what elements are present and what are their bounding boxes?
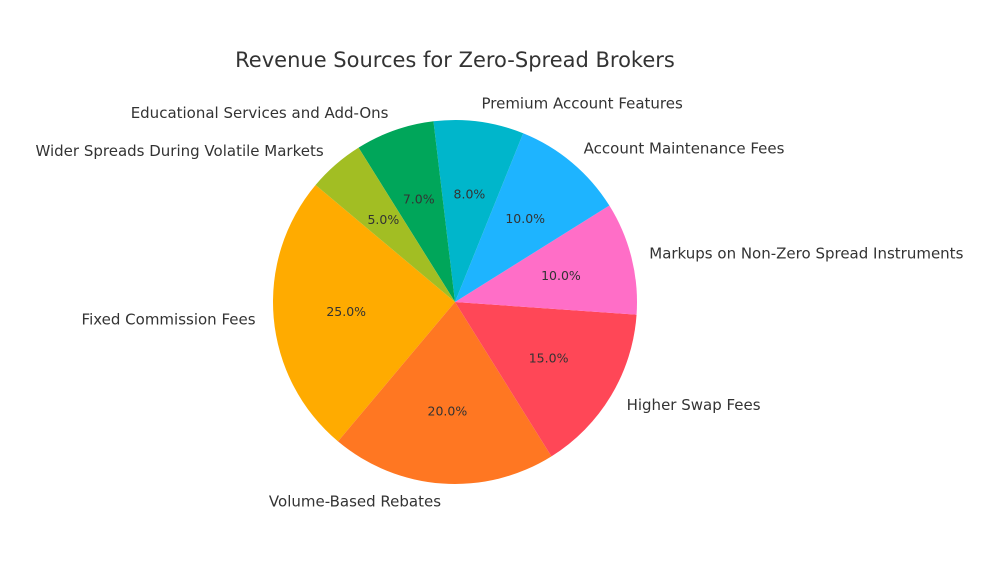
slice-percent-label: 10.0% [505,211,545,226]
slice-category-label: Educational Services and Add-Ons [131,104,389,122]
pie-slice [455,205,637,315]
slice-category-label: Higher Swap Fees [627,396,761,414]
slice-category-label: Wider Spreads During Volatile Markets [35,142,323,160]
slice-category-label: Fixed Commission Fees [82,310,256,328]
category-labels: Fixed Commission Fees Volume-Based Rebate… [35,95,963,511]
percent-labels: 25.0% 20.0% 15.0% 10.0% 10.0% 8.0% 7.0% 5.0% [326,186,581,418]
slice-percent-label: 15.0% [529,351,569,366]
slice-percent-label: 25.0% [326,304,366,319]
slice-percent-label: 10.0% [541,268,581,283]
slice-category-label: Volume-Based Rebates [269,493,441,511]
chart-title: Revenue Sources for Zero-Spread Brokers [235,48,675,72]
pie-slice [272,185,455,442]
pie-slice [315,147,455,302]
slice-percent-label: 7.0% [403,192,435,207]
pie-slices [272,120,637,484]
slice-percent-label: 5.0% [367,212,399,227]
slice-percent-label: 8.0% [454,186,486,201]
slice-percent-label: 20.0% [428,403,468,418]
pie-slice [338,302,552,484]
slice-category-label: Markups on Non-Zero Spread Instruments [649,245,963,263]
pie-slice [358,121,455,303]
slice-category-label: Premium Account Features [481,95,683,113]
pie-slice [455,133,610,302]
slice-category-label: Account Maintenance Fees [584,140,785,158]
pie-slice [455,302,637,457]
pie-slice [433,120,524,302]
